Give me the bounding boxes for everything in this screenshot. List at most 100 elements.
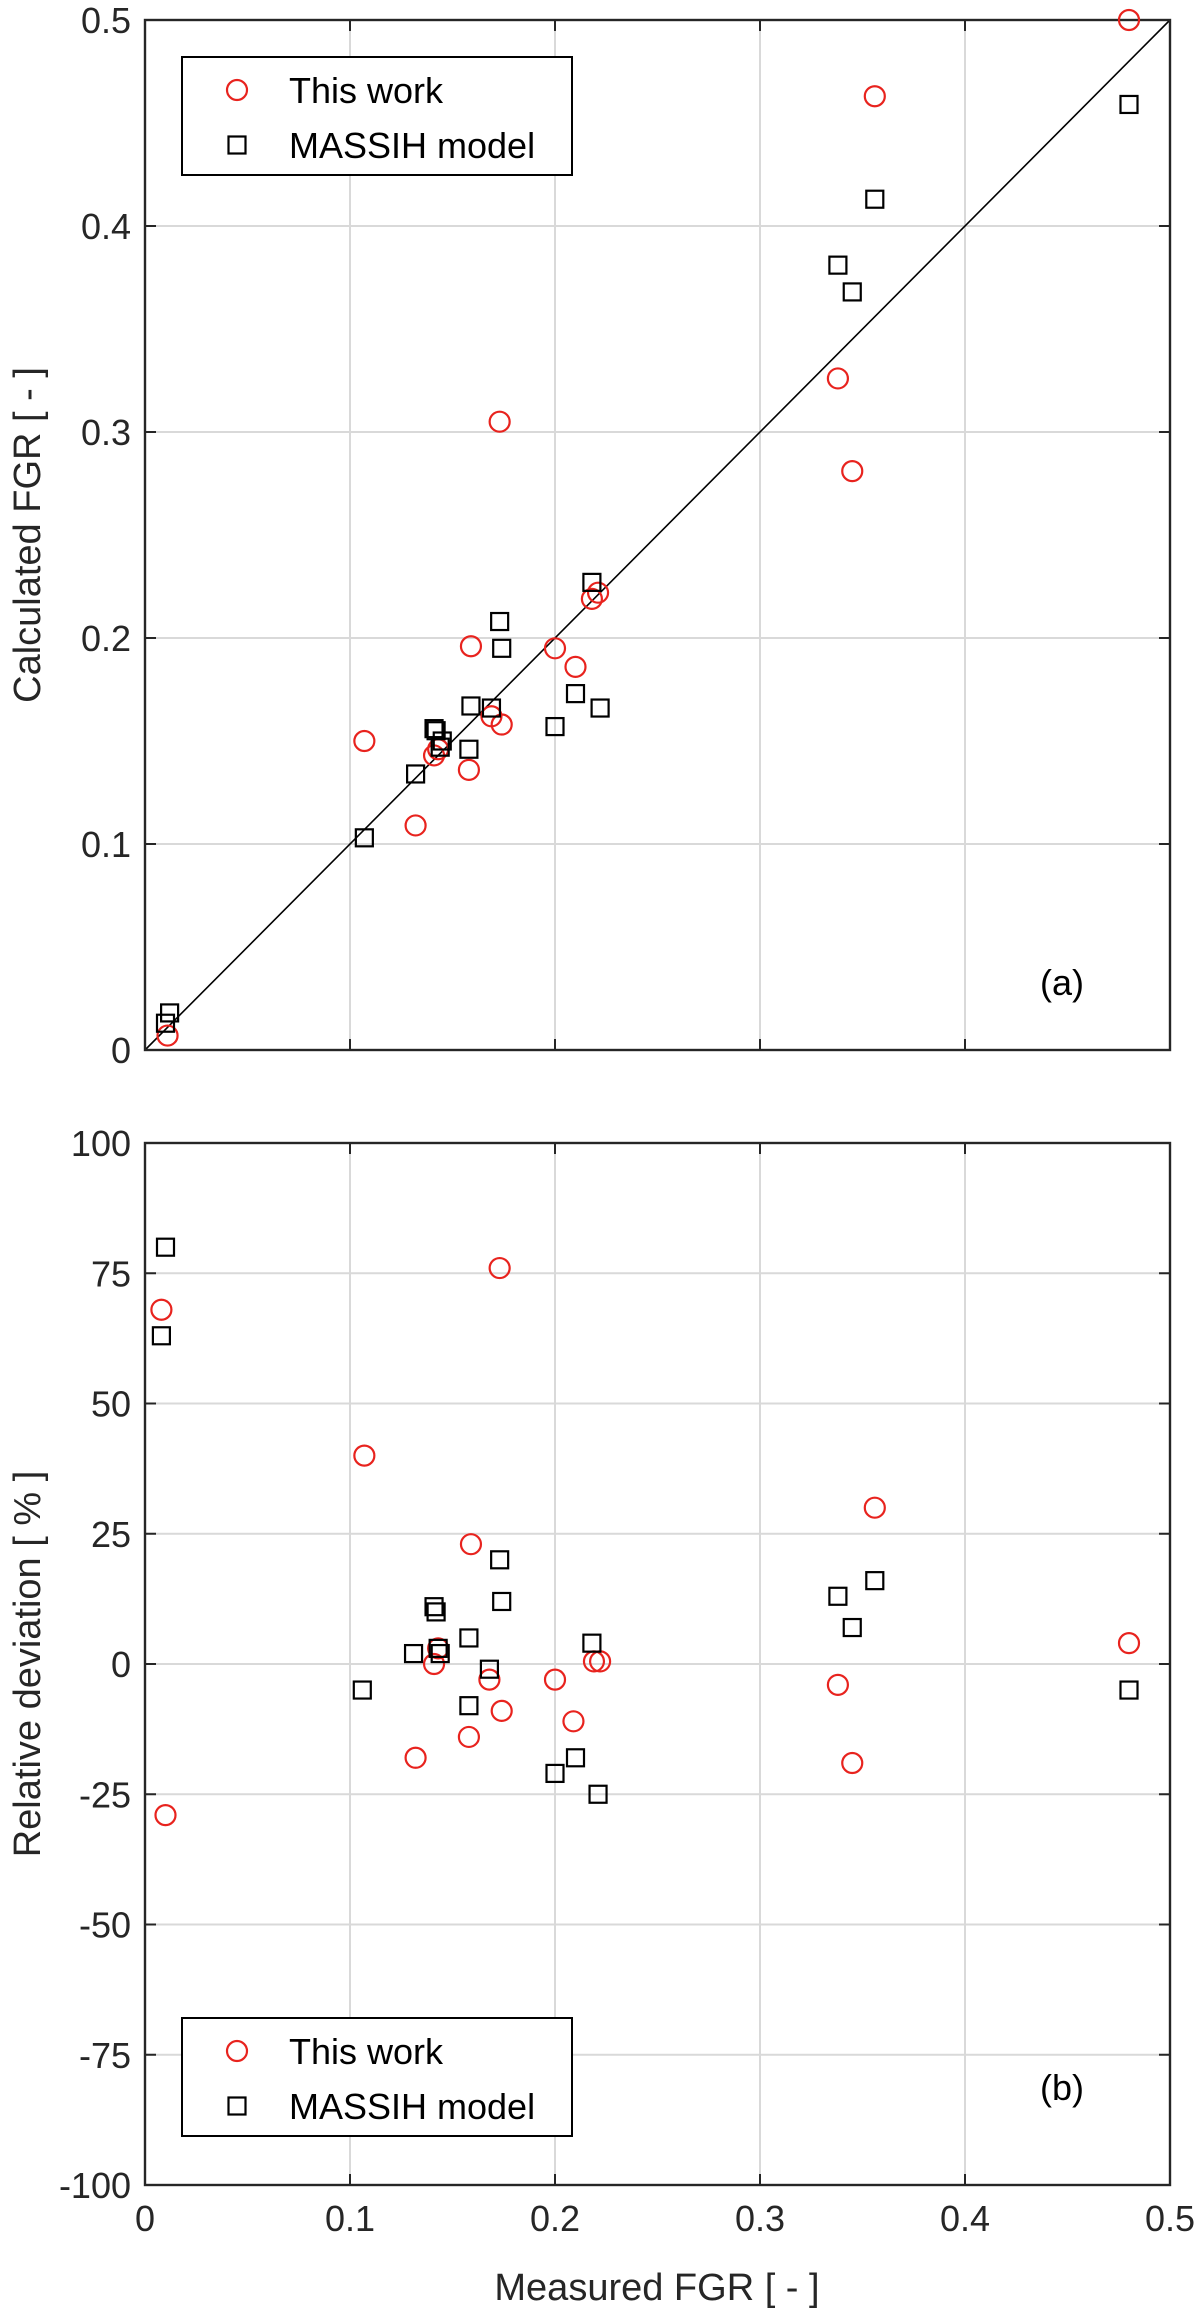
data-point-square xyxy=(865,1571,885,1591)
y-tick-label: 0.2 xyxy=(81,618,131,659)
data-point-circle xyxy=(863,85,886,108)
y-tick-label: -25 xyxy=(79,1774,131,1815)
data-point-square xyxy=(151,1326,171,1346)
legend: This work MASSIH model xyxy=(181,56,573,176)
axes-box xyxy=(143,18,1172,1052)
data-point-square xyxy=(160,1003,180,1023)
x-tick-label: 0.1 xyxy=(325,2198,375,2239)
data-point-square xyxy=(590,698,610,718)
series-massih-model xyxy=(151,1237,1139,1804)
data-point-square xyxy=(155,1013,176,1033)
legend-label: This work xyxy=(289,2031,444,2072)
data-point-square xyxy=(588,1784,608,1804)
data-point-square xyxy=(461,696,481,716)
data-point-square xyxy=(545,1763,565,1784)
data-point-square xyxy=(354,828,374,848)
x-tick-label: 0.4 xyxy=(940,2198,990,2239)
data-point-square xyxy=(842,1617,862,1638)
data-point-circle xyxy=(156,1024,179,1047)
y-tick-label: 0.5 xyxy=(81,0,131,41)
data-point-square xyxy=(828,255,848,275)
data-point-circle xyxy=(488,1256,511,1280)
data-point-square xyxy=(545,716,565,737)
data-point-square xyxy=(1119,94,1139,115)
data-point-square xyxy=(865,189,885,209)
series-massih-model xyxy=(155,94,1139,1033)
y-tick-label: -75 xyxy=(79,2035,131,2076)
data-point-circle xyxy=(478,1668,501,1691)
data-point-circle xyxy=(543,637,567,660)
data-point-square xyxy=(582,572,602,592)
data-point-square xyxy=(432,731,452,751)
legend-label: MASSIH model xyxy=(289,125,535,166)
x-tick-label: 0.2 xyxy=(530,2198,580,2239)
y-tick-label: -50 xyxy=(79,1905,131,1946)
data-point-square xyxy=(430,1643,450,1664)
data-point-circle xyxy=(863,1496,886,1519)
data-point-square xyxy=(492,638,512,658)
data-point-circle xyxy=(1117,1632,1141,1655)
y-tick-label: 0.1 xyxy=(81,824,131,865)
data-point-circle xyxy=(826,1673,850,1696)
data-point-circle xyxy=(488,410,511,433)
legend-square-marker xyxy=(227,2096,247,2116)
legend-box xyxy=(181,56,573,176)
data-point-square xyxy=(492,1591,512,1612)
reference-line xyxy=(144,19,1171,1051)
y-tick-label: 50 xyxy=(91,1384,131,1425)
data-point-square xyxy=(352,1680,372,1700)
legend-box xyxy=(181,2017,573,2137)
legend-circle-marker xyxy=(225,78,249,102)
data-point-circle xyxy=(490,1699,513,1722)
y-tick-label: 0 xyxy=(111,1644,131,1685)
data-point-square xyxy=(490,611,510,632)
data-point-square xyxy=(565,1748,586,1768)
y-tick-label: 100 xyxy=(71,1123,131,1164)
legend-label: This work xyxy=(289,70,444,111)
data-point-square xyxy=(424,1597,444,1617)
data-point-circle xyxy=(580,587,604,610)
data-point-circle xyxy=(457,758,480,781)
panel-tag: (a) xyxy=(1040,962,1084,1003)
data-point-square xyxy=(459,739,479,759)
data-point-square xyxy=(1119,1680,1139,1700)
data-point-circle xyxy=(841,1751,864,1775)
data-point-circle xyxy=(150,1298,173,1321)
data-point-circle xyxy=(457,1725,480,1749)
x-axis-label: Measured FGR [ - ] xyxy=(494,2267,819,2309)
y-tick-label: 0.4 xyxy=(81,206,131,247)
data-point-circle xyxy=(404,1746,427,1769)
data-point-circle xyxy=(404,814,427,837)
data-point-square xyxy=(565,684,586,704)
legend-circle-marker xyxy=(225,2039,249,2063)
data-point-circle xyxy=(586,581,610,604)
data-point-square xyxy=(430,737,450,757)
y-axis-label: Relative deviation [ % ] xyxy=(7,1471,49,1858)
legend-label: MASSIH model xyxy=(289,2086,535,2127)
data-point-square xyxy=(428,1638,448,1658)
data-point-circle xyxy=(490,713,513,736)
data-point-square xyxy=(828,1586,848,1606)
data-point-circle xyxy=(459,1533,483,1556)
x-tick-label: 0 xyxy=(135,2198,155,2239)
data-point-circle xyxy=(562,1710,585,1733)
data-point-square xyxy=(403,1643,424,1664)
data-point-square xyxy=(459,1628,479,1648)
legend-square-marker xyxy=(227,135,247,155)
data-point-circle xyxy=(564,655,587,678)
data-point-circle xyxy=(841,460,864,483)
y-axis-label: Calculated FGR [ - ] xyxy=(7,367,49,703)
data-point-circle xyxy=(353,1444,376,1467)
data-point-circle xyxy=(543,1668,567,1691)
series-this-work xyxy=(150,1256,1141,1827)
y-tick-label: 75 xyxy=(91,1253,131,1294)
data-point-circle xyxy=(422,1652,446,1676)
data-point-circle xyxy=(154,1803,177,1827)
x-tick-label: 0.5 xyxy=(1145,2198,1195,2239)
panel-tag: (b) xyxy=(1040,2067,1084,2108)
panel-b: 0 0.1 0.2 0.3 0.4 0.5 -100 -75 -50 -25 0 25 50 75 100 R… xyxy=(7,1123,1195,2239)
data-point-square xyxy=(842,282,862,302)
data-point-circle xyxy=(826,367,850,390)
data-point-square xyxy=(406,764,426,784)
